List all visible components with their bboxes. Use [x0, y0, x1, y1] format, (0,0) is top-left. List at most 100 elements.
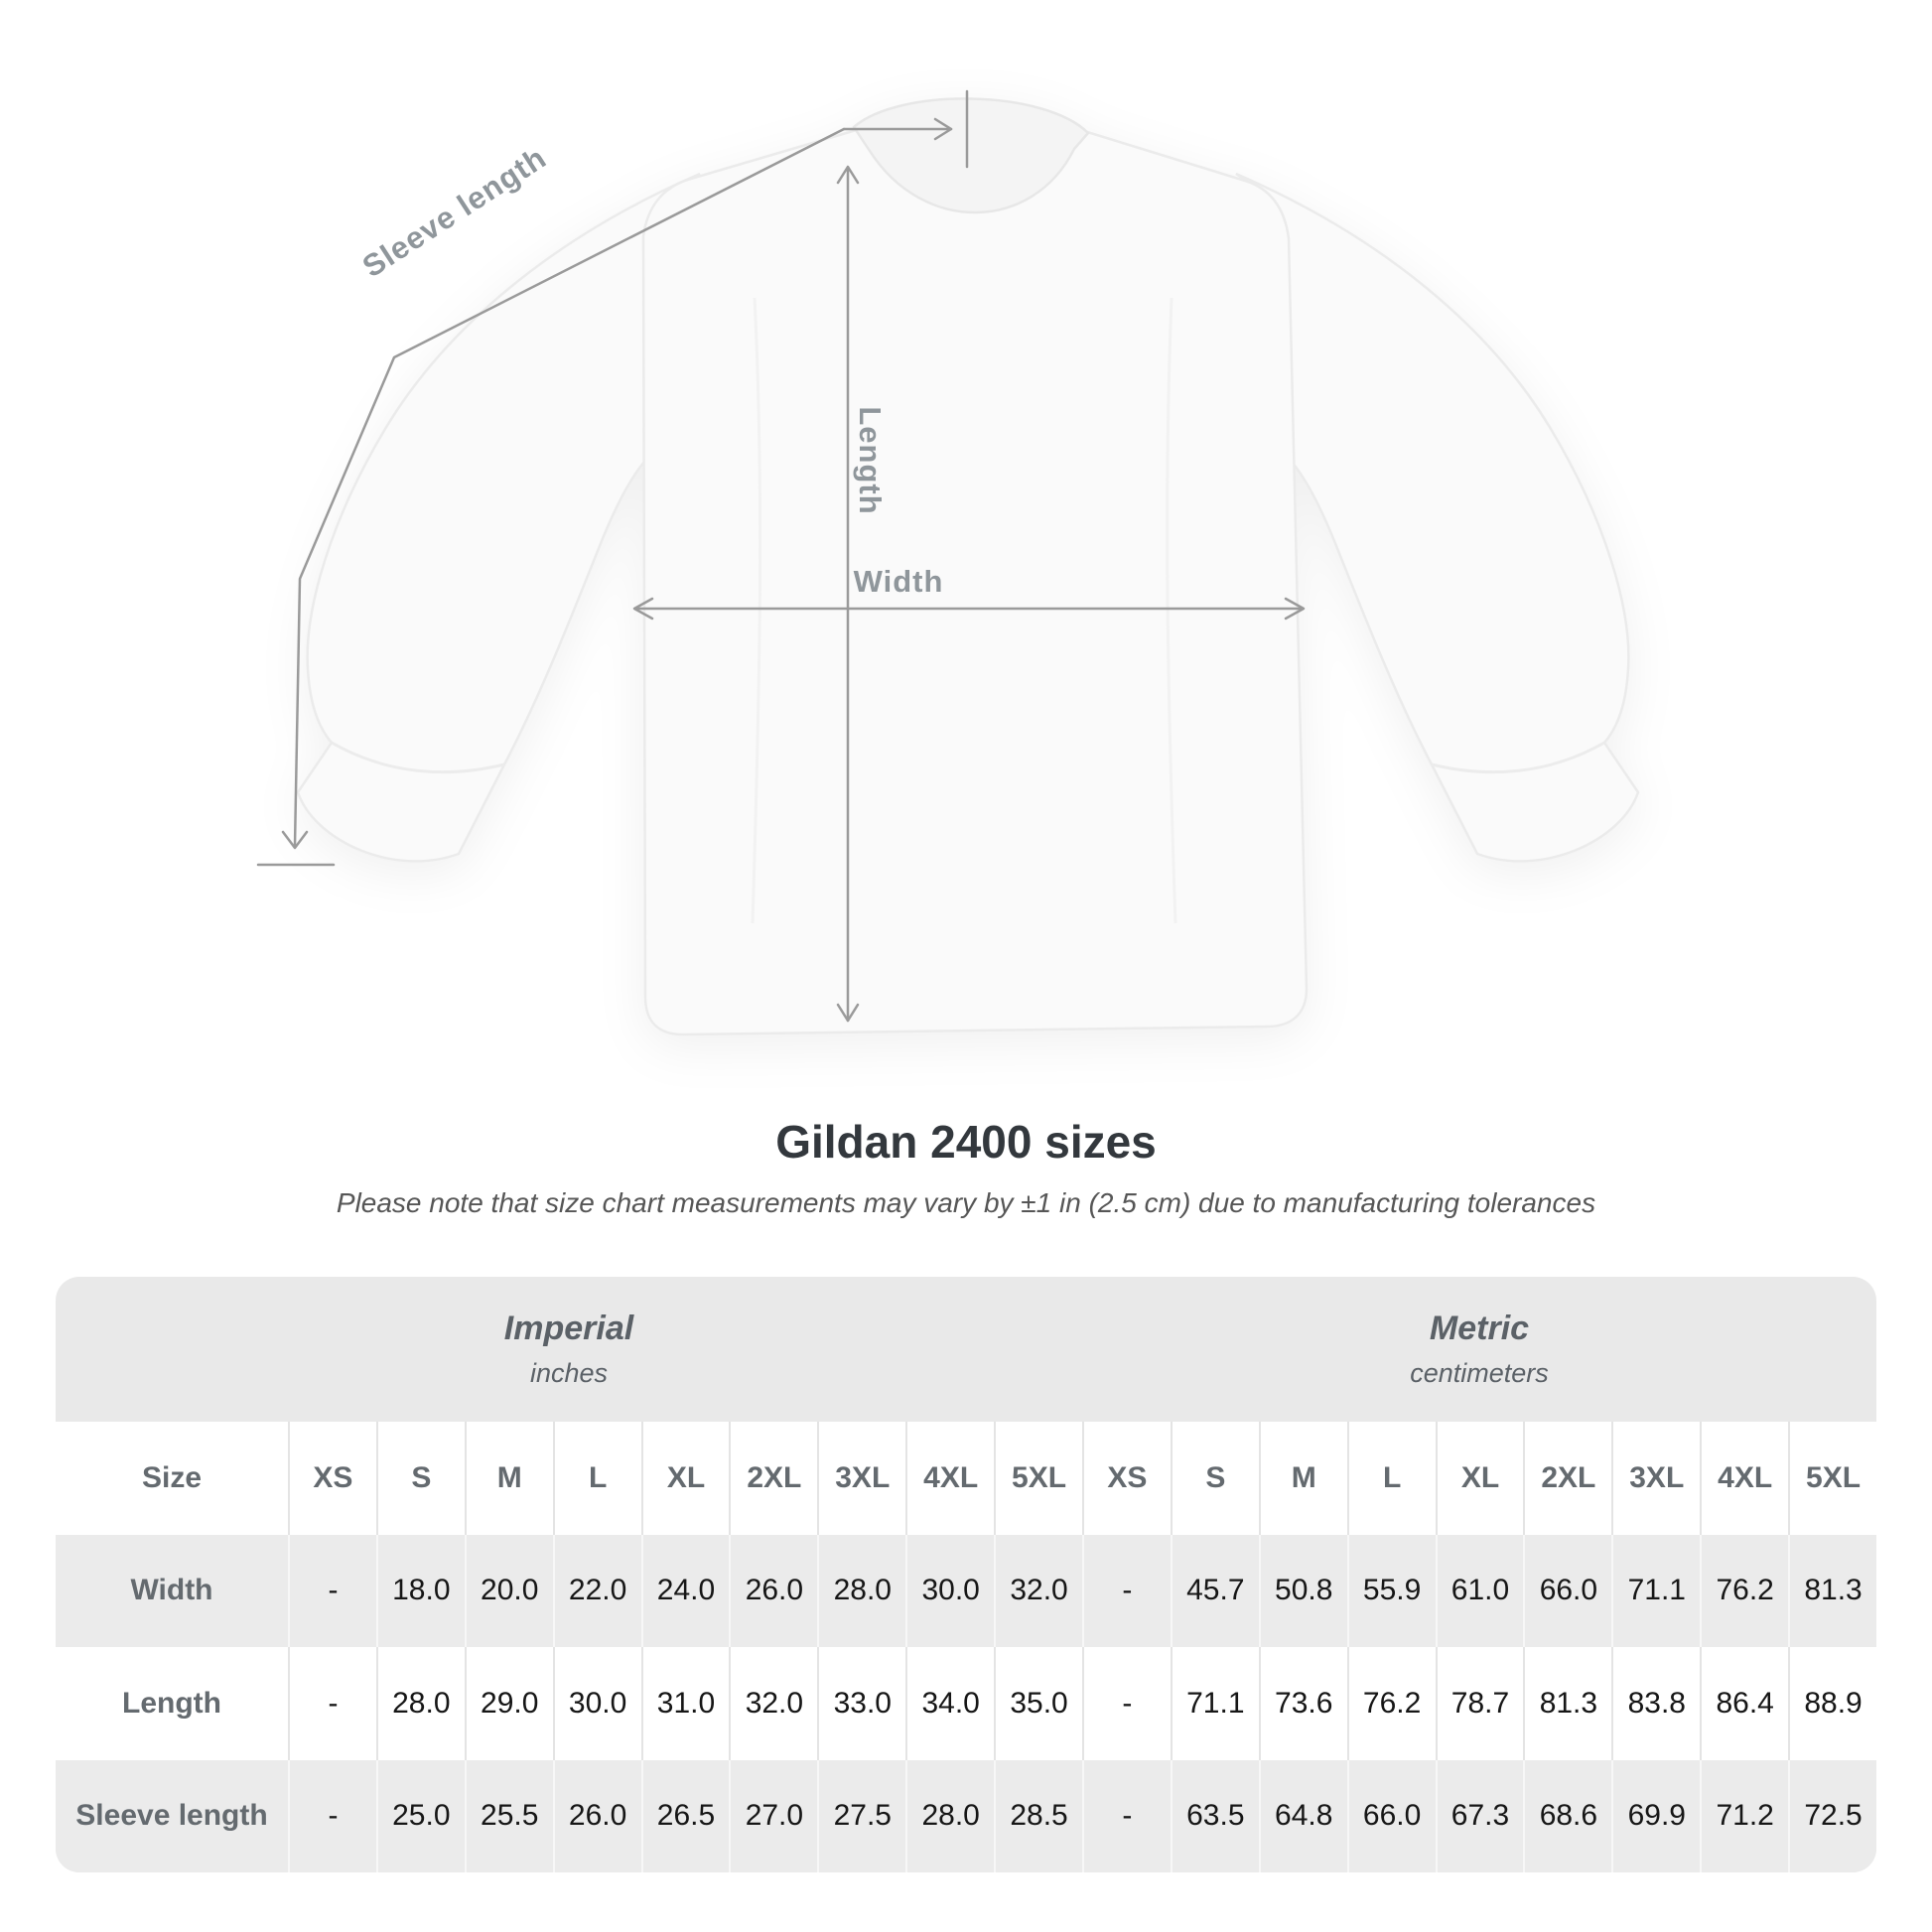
size-column-header: 4XL	[1700, 1422, 1789, 1535]
table-cell: 76.2	[1346, 1647, 1436, 1760]
table-cell: 81.3	[1788, 1534, 1876, 1647]
shirt-body-crease-right	[1166, 297, 1177, 924]
size-column-header: 2XL	[729, 1422, 818, 1535]
table-cell: 32.0	[729, 1647, 818, 1760]
size-column-header: L	[552, 1422, 641, 1535]
width-arrowhead-right	[1284, 597, 1306, 621]
size-column-header: 4XL	[905, 1422, 995, 1535]
table-cell: 50.8	[1258, 1534, 1347, 1647]
table-cell: 24.0	[640, 1534, 730, 1647]
size-column-header: XS	[288, 1422, 376, 1535]
size-column-header: XS	[1081, 1422, 1171, 1535]
table-cell: 25.0	[375, 1759, 465, 1872]
unit-system-name: Imperial	[503, 1310, 634, 1347]
long-sleeve-shirt	[296, 97, 1640, 1036]
table-cell: -	[1081, 1534, 1171, 1647]
shirt-measurement-diagram	[256, 89, 1640, 1036]
table-cell: 28.0	[817, 1534, 906, 1647]
shirt-body	[641, 117, 1309, 1036]
size-column-header: 3XL	[1611, 1422, 1701, 1535]
size-column-header: S	[375, 1422, 465, 1535]
table-cell: -	[288, 1534, 376, 1647]
table-cell: 18.0	[375, 1534, 465, 1647]
unit-label: centimeters	[1410, 1358, 1549, 1388]
table-cell: 86.4	[1700, 1647, 1789, 1760]
table-cell: 61.0	[1435, 1534, 1524, 1647]
table-cell: 72.5	[1788, 1759, 1876, 1872]
table-cell: 27.5	[817, 1759, 906, 1872]
size-column-header: S	[1170, 1422, 1259, 1535]
table-cell: 88.9	[1788, 1647, 1876, 1760]
table-cell: 34.0	[905, 1647, 995, 1760]
table-cell: 71.2	[1700, 1759, 1789, 1872]
sleeve-length-arrowhead	[281, 830, 309, 850]
table-cell: 55.9	[1346, 1534, 1436, 1647]
shirt-right-cuff-seam	[1431, 741, 1605, 774]
table-cell: -	[288, 1647, 376, 1760]
table-cell: 67.3	[1435, 1759, 1524, 1872]
size-column-header: 3XL	[817, 1422, 906, 1535]
table-cell: 26.0	[552, 1759, 641, 1872]
unit-label: inches	[529, 1358, 609, 1388]
size-table: Imperial inches Metric centimeters Size XS S M L…	[56, 1277, 1876, 1872]
table-cell: 30.0	[552, 1647, 641, 1760]
table-cell: 69.9	[1611, 1759, 1701, 1872]
size-header-label: Size	[56, 1422, 288, 1535]
unit-system-name: Metric	[1429, 1310, 1530, 1347]
unit-band-imperial: Imperial inches	[56, 1277, 1082, 1422]
table-cell: 71.1	[1611, 1534, 1701, 1647]
table-cell: 66.0	[1346, 1759, 1436, 1872]
size-column-header: 2XL	[1523, 1422, 1612, 1535]
measurement-annotations	[256, 89, 1306, 1023]
shirt-left-cuff-seam	[331, 741, 505, 774]
length-arrowhead-bottom	[836, 1003, 860, 1023]
table-cell: -	[1081, 1647, 1171, 1760]
size-column-header: M	[464, 1422, 553, 1535]
table-cell: 26.5	[640, 1759, 730, 1872]
table-cell: -	[1081, 1759, 1171, 1872]
row-label: Width	[56, 1534, 288, 1647]
row-label: Length	[56, 1647, 288, 1760]
table-cell: 66.0	[1523, 1534, 1612, 1647]
table-cell: -	[288, 1759, 376, 1872]
size-column-header: L	[1346, 1422, 1436, 1535]
table-cell: 31.0	[640, 1647, 730, 1760]
table-cell: 30.0	[905, 1534, 995, 1647]
shirt-left-sleeve	[296, 172, 701, 863]
page-subtitle: Please note that size chart measurements…	[336, 1187, 1596, 1218]
width-label: Width	[853, 564, 944, 599]
table-cell: 25.5	[464, 1759, 553, 1872]
table-cell: 78.7	[1435, 1647, 1524, 1760]
table-cell: 73.6	[1258, 1647, 1347, 1760]
table-cell: 27.0	[729, 1759, 818, 1872]
length-label: Length	[853, 406, 888, 515]
table-cell: 32.0	[994, 1534, 1082, 1647]
table-cell: 33.0	[817, 1647, 906, 1760]
table-cell: 22.0	[552, 1534, 641, 1647]
table-cell: 28.0	[905, 1759, 995, 1872]
width-arrowhead-left	[632, 597, 654, 621]
table-cell: 28.5	[994, 1759, 1082, 1872]
size-column-header: XL	[640, 1422, 730, 1535]
shirt-body-crease-left	[751, 297, 762, 924]
length-arrowhead-top	[836, 165, 860, 185]
table-cell: 71.1	[1170, 1647, 1259, 1760]
size-column-header: XL	[1435, 1422, 1524, 1535]
table-cell: 35.0	[994, 1647, 1082, 1760]
table-cell: 83.8	[1611, 1647, 1701, 1760]
table-cell: 63.5	[1170, 1759, 1259, 1872]
table-cell: 76.2	[1700, 1534, 1789, 1647]
table-cell: 29.0	[464, 1647, 553, 1760]
row-label: Sleeve length	[56, 1759, 288, 1872]
table-cell: 68.6	[1523, 1759, 1612, 1872]
table-cell: 28.0	[375, 1647, 465, 1760]
shoulder-arrowhead	[933, 117, 953, 141]
size-column-header: 5XL	[1788, 1422, 1876, 1535]
table-cell: 45.7	[1170, 1534, 1259, 1647]
sleeve-length-measure-line	[293, 127, 846, 848]
shirt-right-sleeve	[1235, 172, 1640, 863]
table-cell: 81.3	[1523, 1647, 1612, 1760]
size-column-header: M	[1258, 1422, 1347, 1535]
size-column-header: 5XL	[994, 1422, 1082, 1535]
